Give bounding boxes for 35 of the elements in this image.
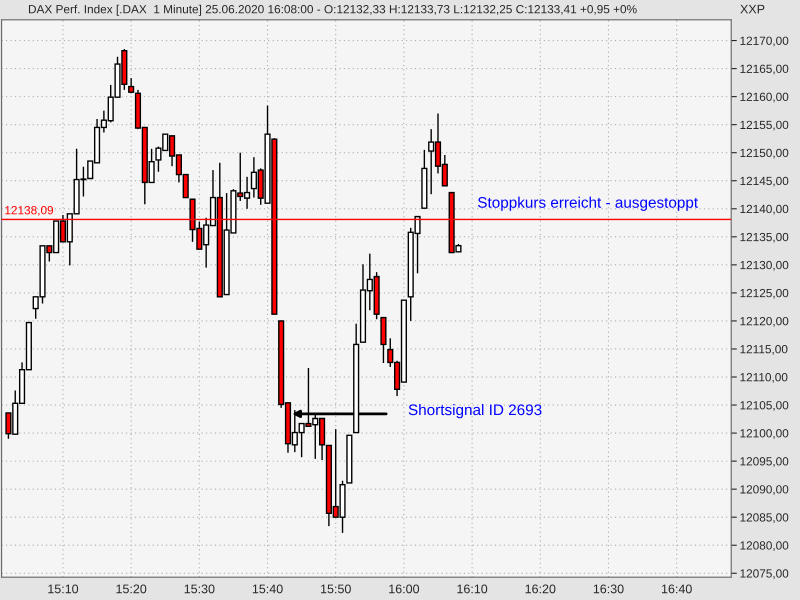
y-tick-label: 12110,00 (740, 373, 788, 383)
annotation: Stoppkurs erreicht - ausgestoppt (478, 196, 698, 211)
y-tick-label: 12130,00 (740, 260, 788, 271)
y-tick-label: 12160,00 (740, 92, 788, 102)
y-tick-label: 12105,00 (740, 401, 788, 411)
x-tick-label: 16:10 (457, 584, 488, 594)
x-tick-label: 16:40 (662, 584, 692, 594)
x-tick-label: 16:00 (389, 584, 420, 594)
y-tick-label: 12120,00 (740, 316, 788, 327)
y-tick-label: 12080,00 (740, 541, 788, 552)
y-tick-label: 12100,00 (740, 429, 788, 439)
x-tick-label: 15:50 (321, 584, 351, 594)
y-tick-label: 12145,00 (740, 176, 788, 187)
y-tick-label: 12090,00 (740, 485, 788, 495)
x-tick-label: 15:20 (116, 584, 146, 594)
y-tick-label: 12140,00 (740, 204, 788, 215)
y-tick-label: 12085,00 (740, 513, 788, 523)
x-tick-label: 16:30 (594, 584, 624, 594)
annotation: Shortsignal ID 2693 (408, 404, 542, 418)
y-tick-label: 12150,00 (740, 148, 788, 158)
y-tick-label: 12075,00 (740, 569, 788, 580)
y-tick-label: 12155,00 (740, 120, 788, 130)
y-tick-label: 12170,00 (740, 36, 788, 46)
text: XXP (740, 4, 764, 14)
chart-title: DAX Perf. Index [.DAX 1 Minute] 25.06.2020 16:08:00 - O:12132,33 H:12133,73 L:12132,25 C:12133,41 +0,95 +0% (28, 4, 637, 16)
x-tick-label: 16:20 (526, 584, 556, 594)
y-tick-label: 12135,00 (740, 232, 788, 243)
y-tick-label: 12115,00 (740, 345, 788, 355)
ref-line-label: 12138,09 (5, 206, 54, 216)
x-tick-label: 15:10 (48, 584, 78, 594)
y-tick-label: 12095,00 (740, 457, 788, 467)
y-tick-label: 12125,00 (740, 288, 788, 299)
y-tick-label: 12165,00 (740, 64, 788, 74)
x-tick-label: 15:40 (252, 584, 283, 594)
x-tick-label: 15:30 (184, 584, 214, 594)
